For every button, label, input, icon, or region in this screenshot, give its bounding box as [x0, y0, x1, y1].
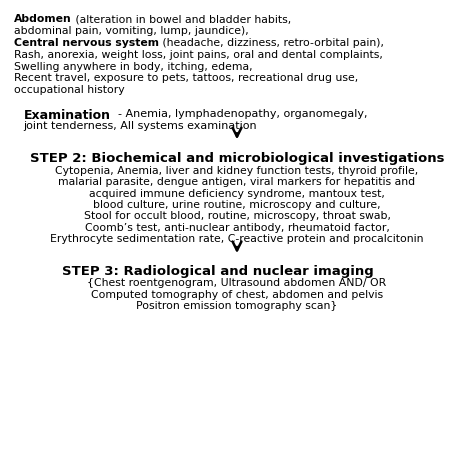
Text: occupational history: occupational history — [14, 85, 125, 95]
Text: Coomb’s test, anti-nuclear antibody, rheumatoid factor,: Coomb’s test, anti-nuclear antibody, rhe… — [84, 223, 390, 233]
Text: Rash, anorexia, weight loss, joint pains, oral and dental complaints,: Rash, anorexia, weight loss, joint pains… — [14, 50, 383, 60]
Text: (alteration in bowel and bladder habits,: (alteration in bowel and bladder habits, — [72, 14, 291, 24]
Text: - Anemia, lymphadenopathy, organomegaly,: - Anemia, lymphadenopathy, organomegaly, — [111, 109, 367, 119]
Text: Recent travel, exposure to pets, tattoos, recreational drug use,: Recent travel, exposure to pets, tattoos… — [14, 73, 358, 83]
Text: Swelling anywhere in body, itching, edema,: Swelling anywhere in body, itching, edem… — [14, 62, 253, 72]
Text: blood culture, urine routine, microscopy and culture,: blood culture, urine routine, microscopy… — [93, 200, 381, 210]
Text: (headache, dizziness, retro-orbital pain),: (headache, dizziness, retro-orbital pain… — [159, 38, 384, 48]
Text: Positron emission tomography scan}: Positron emission tomography scan} — [137, 301, 337, 311]
Text: Erythrocyte sedimentation rate, C-reactive protein and procalcitonin: Erythrocyte sedimentation rate, C-reacti… — [50, 234, 424, 244]
Text: {Chest roentgenogram, Ultrasound abdomen AND/ OR: {Chest roentgenogram, Ultrasound abdomen… — [87, 278, 387, 288]
Text: Stool for occult blood, routine, microscopy, throat swab,: Stool for occult blood, routine, microsc… — [83, 211, 391, 221]
Text: joint tenderness, All systems examination: joint tenderness, All systems examinatio… — [24, 121, 257, 131]
Text: malarial parasite, dengue antigen, viral markers for hepatitis and: malarial parasite, dengue antigen, viral… — [58, 177, 416, 187]
Text: Cytopenia, Anemia, liver and kidney function tests, thyroid profile,: Cytopenia, Anemia, liver and kidney func… — [55, 166, 419, 176]
Text: abdominal pain, vomiting, lump, jaundice),: abdominal pain, vomiting, lump, jaundice… — [14, 26, 249, 36]
Text: STEP 2: Biochemical and microbiological investigations: STEP 2: Biochemical and microbiological … — [30, 152, 444, 164]
Text: Computed tomography of chest, abdomen and pelvis: Computed tomography of chest, abdomen an… — [91, 290, 383, 300]
Text: Abdomen: Abdomen — [14, 14, 72, 24]
Text: Examination: Examination — [24, 109, 111, 122]
Text: STEP 3: Radiological and nuclear imaging: STEP 3: Radiological and nuclear imaging — [62, 265, 374, 278]
Text: acquired immune deficiency syndrome, mantoux test,: acquired immune deficiency syndrome, man… — [89, 189, 385, 199]
Text: Central nervous system: Central nervous system — [14, 38, 159, 48]
